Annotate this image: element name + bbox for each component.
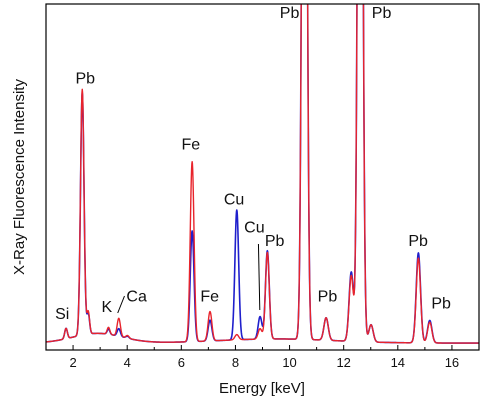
series-layer [46,4,479,344]
peak-label-pb: Pb [75,71,95,88]
x-tick-label: 10 [282,355,296,370]
x-tick-label: 4 [124,355,131,370]
peak-label-k: K [102,299,113,316]
x-tick-label: 6 [178,355,185,370]
series-line-2 [46,4,479,344]
peak-label-fe: Fe [200,289,219,306]
pointer-line [117,295,125,314]
x-tick-label: 14 [391,355,405,370]
peak-label-pb: Pb [408,233,428,250]
pointer-line [257,243,261,311]
x-tick-label: 12 [336,355,350,370]
peak-label-pb: Pb [280,5,300,22]
x-tick-label: 8 [232,355,239,370]
peak-label-fe: Fe [181,136,200,153]
x-axis-title: Energy [keV] [219,380,305,397]
peak-label-pb: Pb [431,295,451,312]
peak-label-cu: Cu [224,192,244,209]
pointer-lines [117,243,261,314]
peak-label-si: Si [55,306,69,323]
peak-label-pb: Pb [372,5,392,22]
series-line-1 [46,4,479,344]
peak-label-ca: Ca [126,289,147,306]
peak-label-pb: Pb [318,289,338,306]
x-axis: 2 4 6 8 10 12 14 16 [45,345,480,370]
y-axis-title: X-Ray Fluorescence Intensity [11,79,28,275]
x-tick-label: 2 [69,355,76,370]
peak-label-cu: Cu [244,219,264,236]
x-tick-label: 16 [445,355,459,370]
peak-label-pb: Pb [265,233,285,250]
